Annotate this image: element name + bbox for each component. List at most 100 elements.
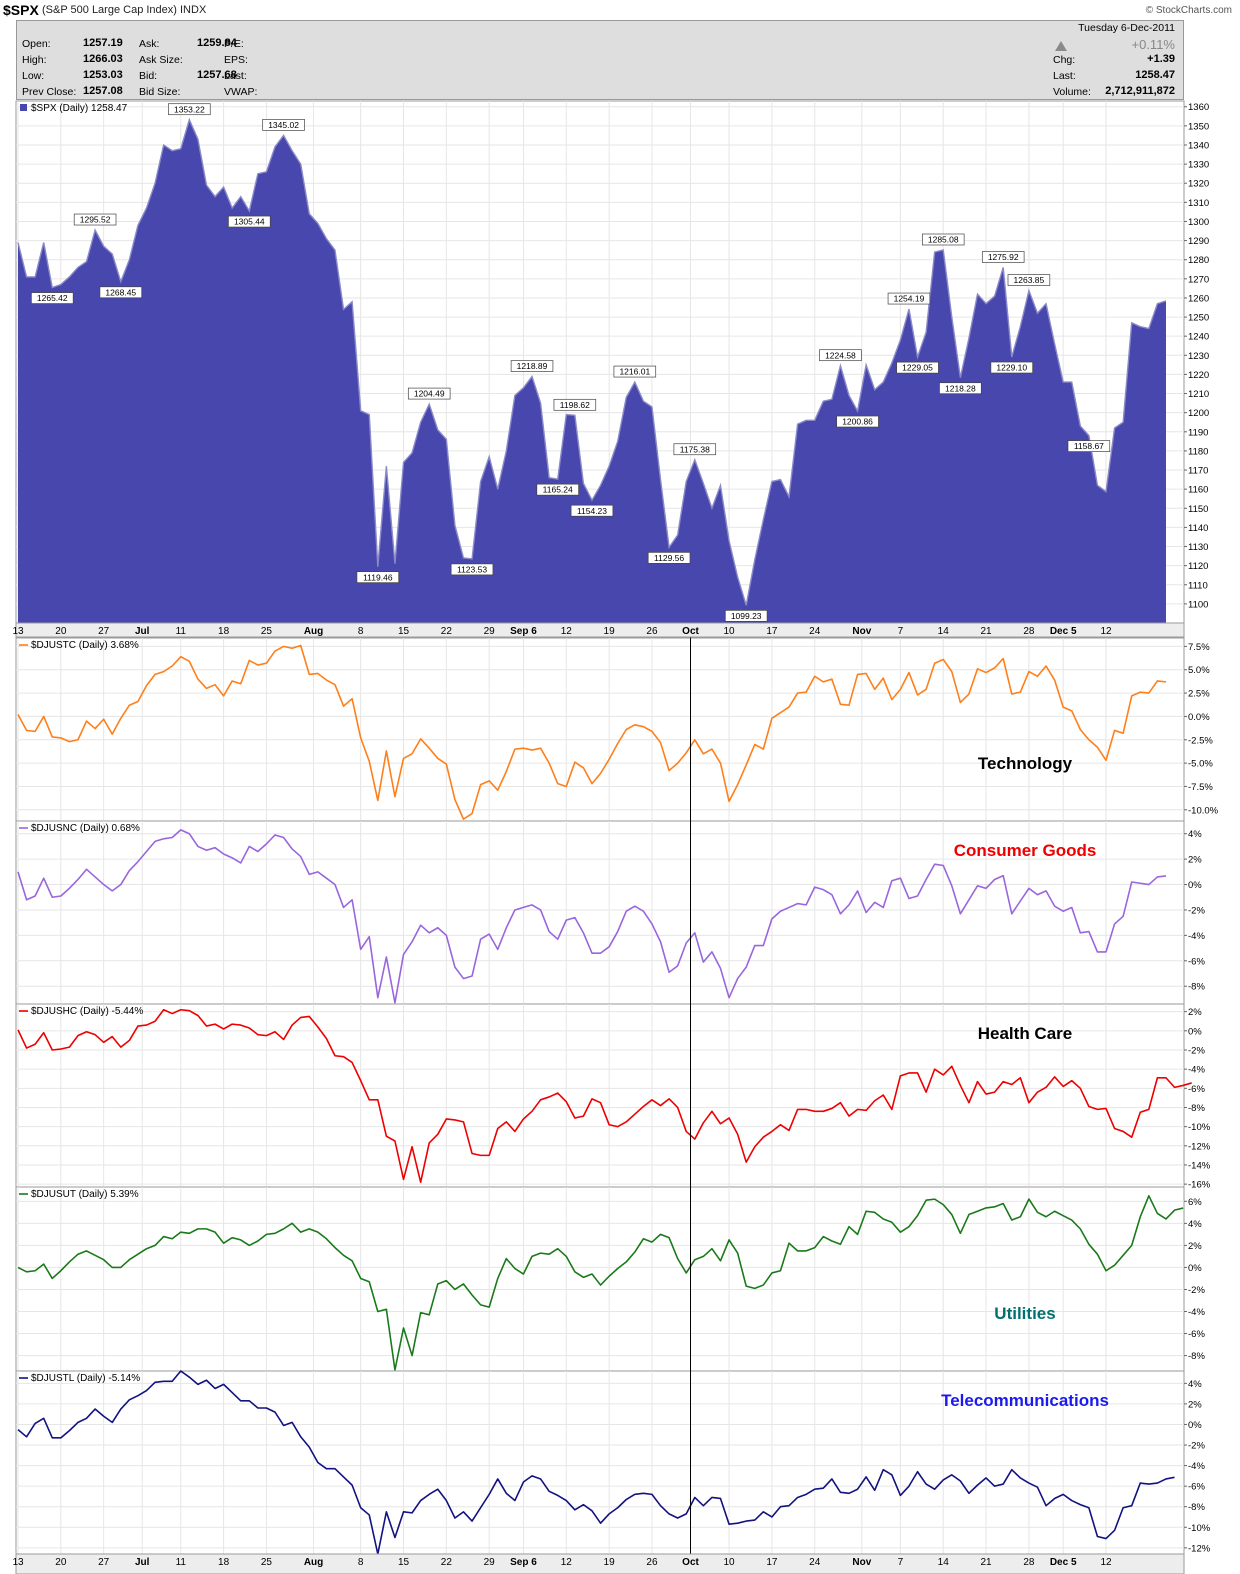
x-tick-label: Jul — [135, 1557, 150, 1568]
quote-value: 1257.19 — [83, 37, 123, 49]
y-tick-label: -2% — [1188, 1045, 1205, 1056]
y-tick-label: -4% — [1188, 931, 1205, 942]
price-label: 1204.49 — [414, 389, 445, 399]
x-tick-label: 29 — [484, 626, 496, 637]
sector-panel-5: -12% -10% -8% -6% -4% -2% 0% 2% 4% Telecommunicat… — [15, 1370, 1211, 1555]
quote-panel: Open: 1257.19 High: 1266.03 Low: 1253.03 Prev … — [16, 20, 1184, 100]
x-tick-label: Dec 5 — [1050, 1557, 1077, 1568]
y-tick-label: 1150 — [1188, 504, 1208, 515]
x-tick-label: Sep 6 — [510, 626, 537, 637]
price-label-box — [613, 365, 657, 378]
price-label: 1353.22 — [174, 104, 205, 114]
y-tick-label: -2% — [1188, 905, 1205, 916]
y-tick-label: 2% — [1188, 1241, 1202, 1252]
x-tick-label: 15 — [398, 626, 410, 637]
quote-date: Tuesday 6-Dec-2011 — [1078, 22, 1175, 34]
price-label: 1265.42 — [37, 293, 68, 303]
price-label-box — [450, 563, 494, 576]
price-label: 1345.02 — [268, 120, 299, 130]
quote-label: Last: — [224, 70, 247, 82]
series-line — [17, 1195, 1184, 1371]
price-label: 1305.44 — [234, 217, 265, 227]
x-tick-label: 10 — [723, 626, 735, 637]
x-tick-label: 12 — [561, 626, 573, 637]
y-tick-label: -5.0% — [1188, 759, 1213, 770]
y-tick-label: 1360 — [1188, 102, 1209, 113]
y-tick-label: -8% — [1188, 1103, 1205, 1114]
y-tick-label: -2% — [1188, 1441, 1205, 1452]
quote-value: +1.39 — [1147, 53, 1175, 65]
y-tick-label: -6% — [1188, 1482, 1205, 1493]
y-tick-label: 0% — [1188, 1026, 1202, 1037]
x-axis-band — [15, 1553, 1185, 1574]
x-tick-label: 22 — [441, 626, 453, 637]
x-tick-label: 13 — [12, 1557, 24, 1568]
x-tick-label: 26 — [646, 1557, 658, 1568]
legend-label: $DJUSTC (Daily) 3.68% — [31, 640, 139, 651]
price-label-box — [990, 361, 1034, 374]
y-tick-label: 7.5% — [1188, 642, 1210, 653]
sector-panel-4: -8% -6% -4% -2% 0% 2% 4% 6% Utilities $DJUSUT (Da… — [15, 1186, 1205, 1372]
y-tick-label: 2% — [1188, 1007, 1202, 1018]
y-tick-label: 1260 — [1188, 293, 1209, 304]
y-tick-label: 1340 — [1188, 140, 1209, 151]
y-tick-label: 1350 — [1188, 121, 1209, 132]
price-label: 1154.23 — [577, 506, 607, 516]
series-line — [17, 1008, 1192, 1184]
series-legend: $DJUSHC (Daily) -5.44% — [19, 1006, 143, 1017]
x-tick-label: 18 — [218, 626, 230, 637]
y-tick-label: -10% — [1188, 1523, 1211, 1534]
y-tick-label: 1220 — [1188, 370, 1209, 381]
series-legend: $DJUSNC (Daily) 0.68% — [19, 823, 140, 834]
symbol-title: $SPX — [3, 2, 39, 18]
y-tick-label: -8% — [1188, 982, 1205, 993]
quote-label: Open: — [22, 38, 51, 50]
up-arrow-icon — [1055, 41, 1067, 51]
price-label-box — [1067, 440, 1111, 452]
x-tick-label: 21 — [981, 1557, 993, 1568]
series-legend: $DJUSUT (Daily) 5.39% — [19, 1189, 139, 1200]
price-label: 1285.08 — [928, 235, 959, 245]
y-tick-label: 1250 — [1188, 313, 1209, 324]
price-label: 1216.01 — [619, 367, 650, 377]
y-tick-label: 6% — [1188, 1197, 1202, 1208]
legend-label: $DJUSHC (Daily) -5.44% — [31, 1006, 143, 1017]
series-line — [17, 829, 1167, 1004]
x-tick-label: 24 — [809, 626, 821, 637]
y-tick-label: -10.0% — [1188, 805, 1219, 816]
x-tick-label: 17 — [766, 1557, 778, 1568]
price-label-box — [819, 349, 862, 362]
y-tick-label: 1280 — [1188, 255, 1209, 266]
quote-label: High: — [22, 54, 47, 66]
quote-value: 1266.03 — [83, 53, 123, 65]
price-label-box — [921, 233, 965, 246]
y-tick-label: 1320 — [1188, 179, 1209, 190]
y-tick-label: -4% — [1188, 1307, 1205, 1318]
brand-label[interactable]: © StockCharts.com — [1145, 5, 1232, 16]
quote-label: Ask: — [139, 38, 160, 50]
y-tick-label: 1130 — [1188, 542, 1208, 553]
x-tick-label: 11 — [176, 626, 187, 637]
price-label-box — [673, 443, 717, 456]
x-tick-label: 25 — [261, 626, 273, 637]
price-label-box — [570, 504, 614, 517]
price-label: 1158.67 — [1074, 441, 1104, 451]
y-tick-label: -10% — [1188, 1122, 1211, 1133]
price-label-box — [981, 251, 1025, 263]
x-tick-label: 10 — [723, 1557, 735, 1568]
x-tick-label: 12 — [561, 1557, 573, 1568]
price-label: 1218.28 — [945, 383, 976, 393]
sector-panel-2: -8% -6% -4% -2% 0% 2% 4% Consumer Goods $DJUSNC … — [15, 820, 1205, 1005]
y-tick-label: 1160 — [1188, 485, 1208, 496]
price-label: 1123.53 — [457, 564, 487, 574]
y-tick-label: 1210 — [1188, 389, 1209, 400]
y-tick-label: -7.5% — [1188, 782, 1213, 793]
sector-panel-1: -10.0% -7.5% -5.0% -2.5% 0.0% 2.5% 5.0% 7.5% Tec… — [15, 637, 1219, 822]
price-label-box — [724, 610, 768, 622]
price-label: 1218.89 — [517, 361, 548, 371]
quote-label: Bid Size: — [139, 86, 181, 98]
panel-frame — [15, 637, 1185, 822]
y-tick-label: 1200 — [1188, 408, 1209, 419]
price-label: 1263.85 — [1014, 275, 1045, 285]
y-tick-label: 4% — [1188, 829, 1202, 840]
